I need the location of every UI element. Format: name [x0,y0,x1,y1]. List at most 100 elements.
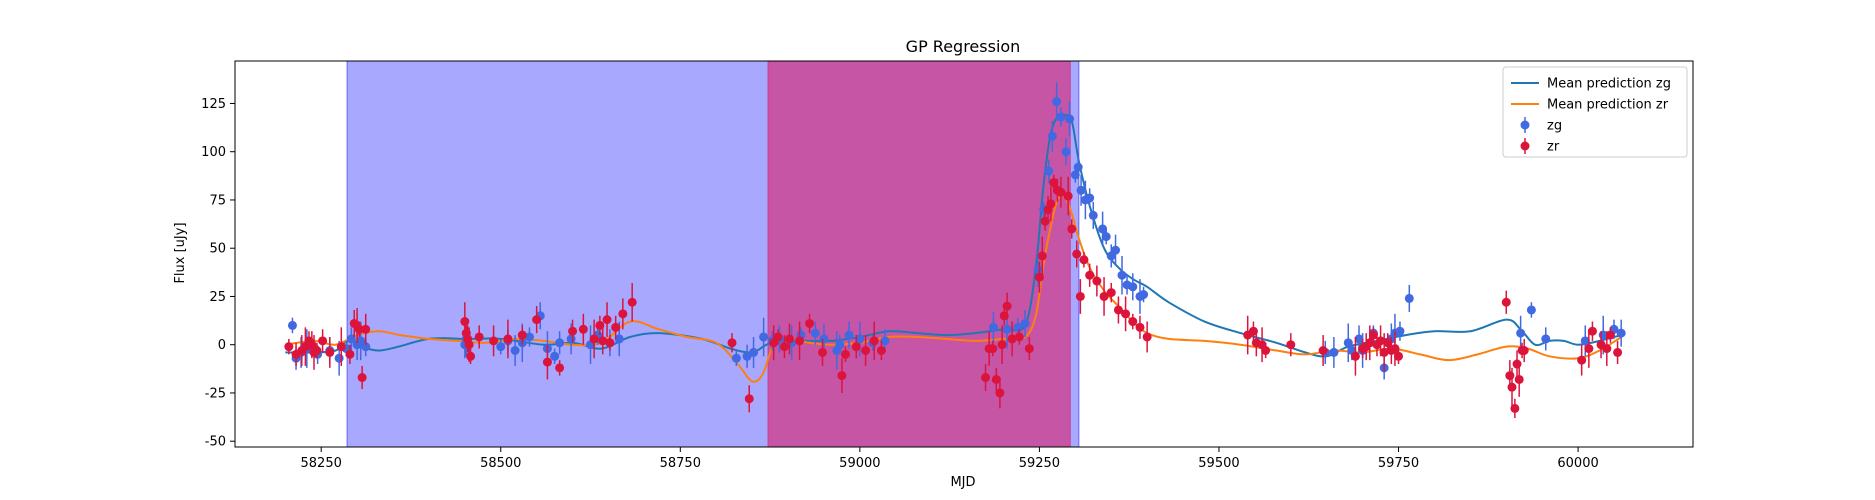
point-zg [1616,328,1626,338]
point-zr [361,324,371,334]
point-zg [1088,210,1098,220]
point-zg [1329,347,1339,357]
point-zr [861,346,871,355]
point-zg [810,328,820,338]
point-zg [880,336,890,346]
point-zg [1052,97,1062,107]
point-zg [1354,334,1364,344]
point-zg [749,347,759,357]
point-zr [1085,270,1095,280]
point-zr [1587,326,1597,336]
x-tick-label: 59750 [1378,456,1419,471]
point-zr [981,373,991,383]
point-zg [1516,328,1526,338]
point-zr [489,336,499,346]
point-zg [1580,336,1590,346]
point-zg [1020,318,1030,328]
point-zr [578,324,588,334]
point-zr [532,315,542,325]
point-zr [474,332,484,342]
point-zr [840,349,850,359]
point-zr [1379,347,1389,357]
point-zr [357,373,367,383]
point-zr [773,332,783,342]
point-zg [614,334,624,344]
point-zr [1121,309,1131,319]
point-zg [855,334,865,344]
point-zr [795,336,805,346]
point-zg [550,351,560,361]
point-zr [602,315,612,325]
point-zr [1390,344,1400,354]
point-zr [517,330,527,340]
point-zr [466,351,476,361]
point-zg [1395,326,1405,336]
data-layer [284,61,1626,447]
point-zg [1061,147,1071,157]
point-zr [460,317,470,327]
point-zr [991,374,1001,384]
point-zr [1605,330,1615,340]
point-zr [1577,355,1587,365]
y-tick-label: 50 [209,242,226,257]
point-zr [1383,338,1393,348]
point-zr [627,297,637,307]
point-zr [1142,332,1152,342]
point-zg [1065,114,1075,124]
point-zg [1343,338,1353,348]
point-zr [744,394,754,404]
point-zg [1033,264,1043,274]
point-zr [1099,291,1109,301]
point-zr [1365,338,1375,348]
point-zg [334,353,344,363]
point-zr [618,309,628,319]
point-zr [1318,346,1328,355]
point-zr [1037,251,1047,261]
point-zr [542,357,552,367]
point-zr [1002,301,1012,311]
point-zr [997,340,1007,350]
point-zr [1394,351,1404,361]
point-zr [1261,346,1271,355]
point-zr [1507,382,1517,392]
point-zr [555,363,565,373]
x-tick-label: 58250 [301,456,342,471]
point-zr [805,318,815,328]
point-zr [1501,297,1511,307]
legend-label: Mean prediction zg [1547,77,1671,92]
point-zr [1368,330,1378,340]
point-zg [287,320,297,330]
axes-frame [234,60,1694,448]
point-zr [464,340,474,350]
point-zr [995,388,1005,398]
point-zr [345,349,355,359]
point-zr [284,342,294,352]
point-zr [325,347,335,357]
point-zr [851,342,861,352]
point-zg [1002,324,1012,334]
point-zr [1024,344,1034,354]
y-tick-label: -25 [205,386,226,401]
plot-area: 58250 58500 58750 59000 59250 59500 59750 60000… [201,60,1694,471]
point-zr [318,336,328,346]
point-zr [1007,334,1017,344]
point-zr [1512,359,1522,369]
legend-marker-swatch [1520,120,1530,130]
point-zr [1505,371,1515,381]
point-zr [1128,317,1138,327]
y-tick-label: 125 [201,97,226,112]
legend-marker-swatch [1520,141,1530,151]
point-zr [1613,347,1623,357]
y-tick-label: 100 [201,145,226,160]
point-zr [1350,351,1360,361]
point-zg [1117,270,1127,280]
point-zg [524,332,534,342]
point-zg [835,340,845,350]
legend-label: Mean prediction zr [1547,98,1669,113]
point-zg [1098,224,1108,234]
x-tick-label: 59000 [839,456,880,471]
point-zg [555,338,565,348]
point-zg [1526,305,1536,315]
point-zg [1073,162,1083,172]
point-zr [1075,291,1085,301]
